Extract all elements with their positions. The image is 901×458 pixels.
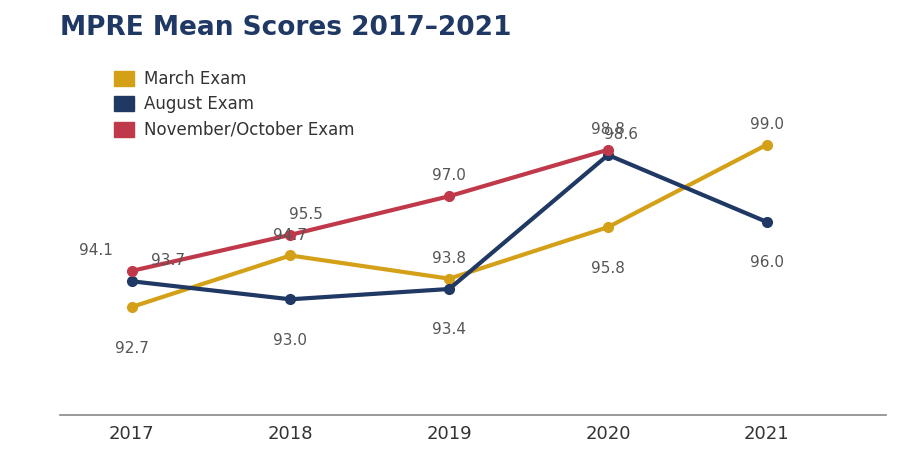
Text: 92.7: 92.7 xyxy=(114,341,149,355)
Text: 96.0: 96.0 xyxy=(750,256,784,271)
Text: 98.6: 98.6 xyxy=(604,127,638,142)
Text: 94.7: 94.7 xyxy=(273,228,307,243)
Text: 93.0: 93.0 xyxy=(273,333,307,348)
Legend: March Exam, August Exam, November/October Exam: March Exam, August Exam, November/Octobe… xyxy=(114,70,354,139)
Text: 95.5: 95.5 xyxy=(289,207,323,222)
Text: 97.0: 97.0 xyxy=(432,168,466,183)
Text: 93.7: 93.7 xyxy=(150,253,185,268)
Text: MPRE Mean Scores 2017–2021: MPRE Mean Scores 2017–2021 xyxy=(60,15,512,41)
Text: 99.0: 99.0 xyxy=(750,117,784,132)
Text: 94.1: 94.1 xyxy=(78,243,113,258)
Text: 93.8: 93.8 xyxy=(432,251,466,266)
Text: 93.4: 93.4 xyxy=(432,322,466,338)
Text: 95.8: 95.8 xyxy=(591,261,625,276)
Text: 98.8: 98.8 xyxy=(591,122,625,137)
